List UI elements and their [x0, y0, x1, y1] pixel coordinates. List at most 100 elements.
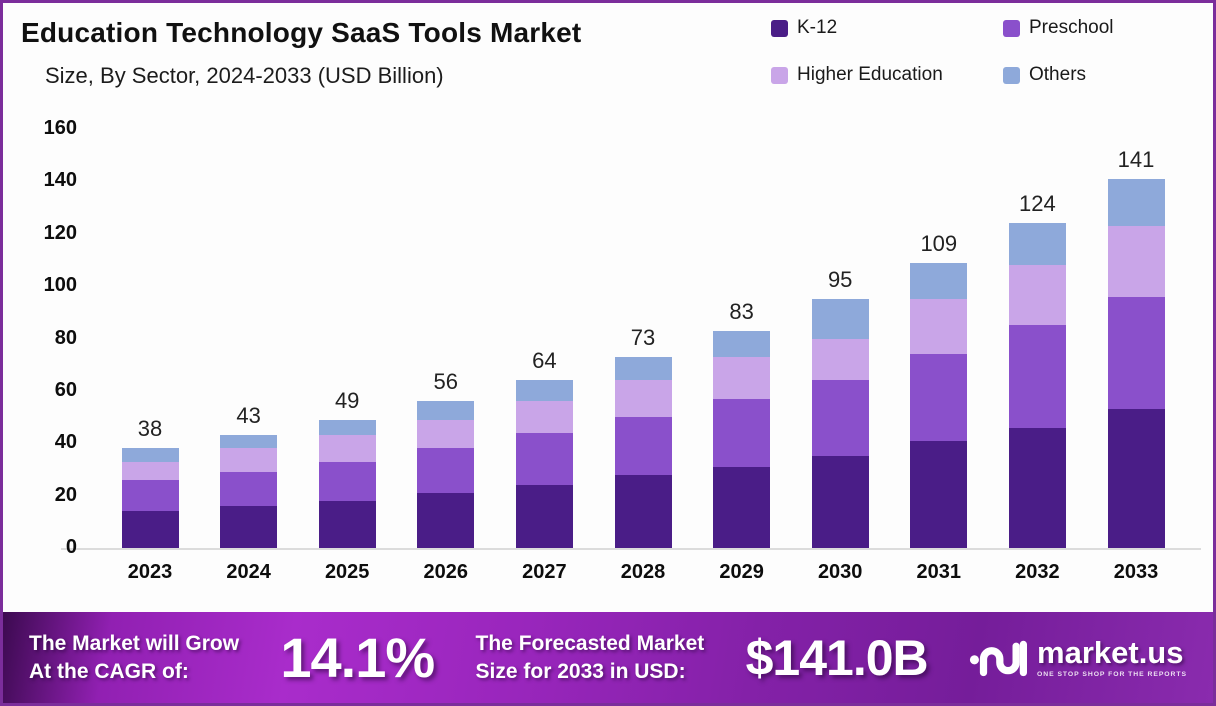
bar-segment-preschool [417, 448, 475, 493]
bar-segment-k-12 [121, 511, 179, 548]
bar-segment-higher-education [614, 380, 672, 418]
bar-segment-higher-education [121, 461, 179, 480]
bar-segment-preschool [121, 479, 179, 512]
bar-segment-others [121, 448, 179, 462]
bar-segment-k-12 [417, 493, 475, 548]
brand-block: market.us ONE STOP SHOP FOR THE REPORTS [969, 634, 1187, 682]
bar-segment-higher-education [515, 401, 573, 433]
bar-segment-higher-education [713, 356, 771, 399]
legend-item: Higher Education [771, 64, 1003, 86]
bar-segment-others [220, 435, 278, 449]
bar-segment-higher-education [220, 448, 278, 473]
bar-total-label: 73 [630, 324, 656, 350]
bar-segment-others [515, 380, 573, 402]
bar-segment-preschool [220, 472, 278, 507]
bar-total-label: 43 [236, 403, 261, 429]
banner: The Market will Grow At the CAGR of: 14.… [3, 612, 1213, 703]
bar-segment-others [1107, 178, 1165, 226]
y-axis-tick-label: 60 [54, 378, 77, 401]
bar-segment-k-12 [1107, 409, 1165, 548]
bar-segment-higher-education [811, 338, 869, 381]
bar-segment-preschool [1008, 325, 1066, 428]
bar-total-label: 64 [532, 348, 557, 374]
legend-swatch [1003, 19, 1020, 37]
cagr-value: 14.1% [280, 626, 435, 689]
y-axis-tick-label: 100 [43, 274, 77, 297]
x-axis-label: 2026 [423, 561, 469, 583]
bar-segment-others [811, 299, 869, 339]
bar-segment-preschool [910, 354, 968, 441]
bar-segment-others [910, 262, 968, 300]
bar-segment-preschool [614, 417, 672, 475]
y-axis-tick-label: 160 [43, 117, 77, 139]
bar-segment-others [1008, 223, 1066, 266]
chart-title: Education Technology SaaS Tools Market [21, 17, 582, 48]
bar-segment-others [417, 401, 475, 420]
bar-total-label: 141 [1117, 146, 1155, 172]
bar-segment-preschool [1107, 296, 1165, 410]
forecast-value: $141.0B [745, 629, 929, 686]
bar-segment-higher-education [318, 435, 376, 462]
legend-item: K-12 [771, 17, 1003, 39]
chart-subtitle: Size, By Sector, 2024-2033 (USD Billion) [45, 63, 444, 88]
bar-segment-higher-education [1107, 225, 1165, 297]
bar-segment-k-12 [614, 474, 672, 548]
bar-segment-higher-education [417, 419, 475, 449]
bar-segment-k-12 [811, 456, 869, 548]
cagr-text-line1: The Market will Grow [29, 632, 240, 656]
bar-total-label: 38 [137, 416, 163, 442]
legend-swatch [1003, 66, 1020, 84]
y-axis-tick-label: 20 [54, 483, 77, 506]
brand-tagline: ONE STOP SHOP FOR THE REPORTS [1037, 671, 1187, 678]
x-axis-label: 2030 [817, 561, 863, 583]
x-axis-label: 2029 [719, 561, 764, 583]
legend-swatch [771, 66, 788, 84]
legend-label: K-12 [797, 17, 838, 38]
bar-segment-k-12 [1008, 427, 1066, 548]
bar-segment-k-12 [515, 485, 573, 548]
bar-total-label: 83 [729, 298, 754, 324]
legend-item: Others [1003, 64, 1114, 86]
brand-name: market.us [1037, 635, 1184, 670]
bar-segment-preschool [713, 398, 771, 467]
forecast-text-line2: Size for 2033 in USD: [475, 659, 686, 683]
x-axis-label: 2031 [916, 561, 962, 583]
y-axis-tick-label: 0 [65, 536, 77, 558]
bar-segment-others [614, 356, 672, 381]
bar-total-label: 124 [1019, 191, 1056, 217]
x-axis-line [61, 548, 1201, 550]
bar-segment-others [713, 330, 771, 357]
legend-swatch [771, 19, 788, 37]
bar-total-label: 49 [334, 387, 360, 413]
x-axis-label: 2032 [1015, 561, 1060, 583]
forecast-text-line1: The Forecasted Market [475, 632, 705, 656]
bar-segment-k-12 [713, 466, 771, 548]
bar-segment-higher-education [910, 299, 968, 355]
bar-segment-higher-education [1008, 265, 1066, 326]
market-us-logo-icon [969, 640, 1028, 676]
forecast-text: The Forecasted Market Size for 2033 in U… [476, 630, 705, 685]
bar-segment-preschool [318, 461, 376, 501]
bar-segment-others [318, 419, 376, 436]
cagr-text-line2: At the CAGR of: [29, 659, 189, 683]
cagr-text: The Market will Grow At the CAGR of: [29, 630, 239, 685]
bar-segment-k-12 [220, 506, 278, 548]
x-axis-label: 2028 [620, 561, 666, 583]
y-axis-tick-label: 120 [43, 221, 77, 244]
bar-segment-k-12 [318, 500, 376, 548]
bar-segment-preschool [515, 432, 573, 486]
x-axis-label: 2027 [522, 561, 567, 583]
legend-label: Preschool [1029, 17, 1114, 38]
bar-segment-k-12 [910, 440, 968, 548]
y-axis-tick-label: 140 [43, 169, 77, 192]
legend-item: Preschool [1003, 17, 1114, 39]
x-axis-label: 2033 [1113, 561, 1159, 583]
bar-total-label: 56 [433, 369, 459, 395]
bar-total-label: 95 [827, 267, 853, 293]
legend-label: Higher Education [797, 64, 943, 85]
y-axis-tick-label: 80 [54, 326, 77, 349]
legend: K-12 Preschool Higher Education Others [771, 17, 1114, 86]
legend-label: Others [1029, 64, 1087, 85]
bar-total-label: 109 [920, 230, 958, 256]
